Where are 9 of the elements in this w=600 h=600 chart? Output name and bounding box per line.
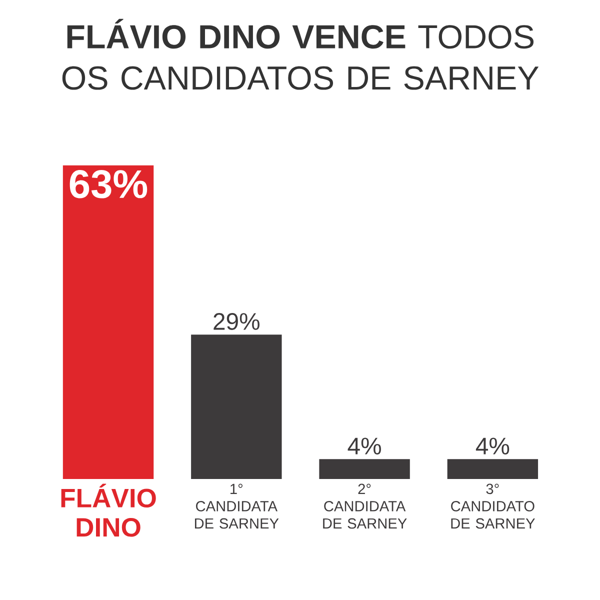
data-label: 29% (214, 313, 260, 330)
x-tick-label: 2° CANDIDATA DE SARNEY (323, 484, 407, 529)
x-tick-label: 1° CANDIDATA DE SARNEY (194, 484, 279, 529)
data-label: 63% (70, 170, 148, 198)
chart-title: FLÁVIO DINO VENCE TODOS OS CANDIDATOS DE SARNEY (62, 18, 539, 90)
data-label: 4% (348, 438, 381, 454)
data-label: 4% (476, 438, 510, 454)
x-tick-label: FLÁVIO DINO (61, 484, 156, 537)
x-tick-label: 3° CANDIDATO DE SARNEY (451, 484, 535, 529)
